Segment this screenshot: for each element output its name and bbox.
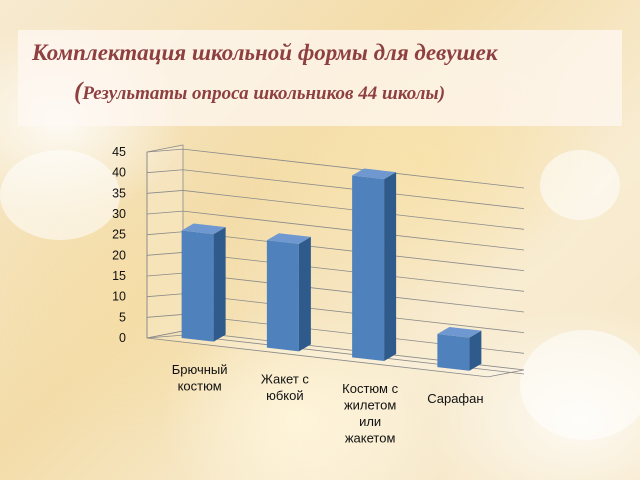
- y-tick-label: 35: [112, 186, 126, 200]
- bar-front-face: [181, 230, 214, 342]
- y-tick-label: 40: [112, 166, 126, 180]
- bar-side-face: [469, 330, 482, 371]
- background-highlight: [540, 150, 620, 220]
- bar-top-face: [181, 223, 226, 235]
- gridline: [146, 148, 525, 189]
- x-tick-label: Костюм с жилетом или жакетом: [342, 381, 398, 446]
- y-tick-label: 45: [112, 145, 126, 159]
- bar-side-face: [298, 236, 311, 352]
- gridline: [146, 169, 525, 210]
- bar-front-face: [437, 334, 470, 371]
- x-tick-label: Жакет с юбкой: [261, 371, 310, 403]
- y-tick-label: 10: [112, 290, 126, 304]
- chart-subtitle: (Результаты опроса школьников 44 школы): [74, 78, 445, 106]
- y-tick-label: 30: [112, 207, 126, 221]
- gridline: [146, 210, 525, 251]
- title-panel: Комплектация школьной формы для девушек …: [18, 30, 622, 126]
- bar-top-face: [266, 233, 311, 244]
- chart-floor: [146, 330, 525, 378]
- background-highlight: [0, 150, 120, 240]
- bar-side-face: [213, 227, 226, 342]
- bar-front-face: [266, 240, 299, 352]
- x-tick-label: Брючный костюм: [172, 362, 228, 394]
- subtitle-paren: (: [74, 78, 83, 105]
- bar: [437, 327, 482, 371]
- y-tick-label: 25: [112, 228, 126, 242]
- y-tick-label: 0: [119, 331, 126, 345]
- bar-side-face: [384, 172, 397, 362]
- bar: [181, 223, 226, 342]
- chart-side-wall: [146, 144, 184, 339]
- bar-top-face: [352, 168, 397, 180]
- subtitle-text: Результаты опроса школьников 44 школы): [82, 83, 446, 104]
- chart-title: Комплектация школьной формы для девушек: [32, 40, 498, 65]
- y-tick-label: 15: [112, 269, 126, 283]
- bar-front-face: [352, 175, 385, 362]
- y-tick-label: 20: [112, 248, 126, 262]
- bar-top-face: [437, 327, 482, 338]
- gridline: [146, 190, 525, 230]
- bar: [352, 168, 397, 362]
- x-tick-label: Сарафан: [427, 391, 483, 406]
- bar: [266, 233, 311, 352]
- y-tick-label: 5: [119, 310, 126, 324]
- background-highlight: [520, 330, 640, 440]
